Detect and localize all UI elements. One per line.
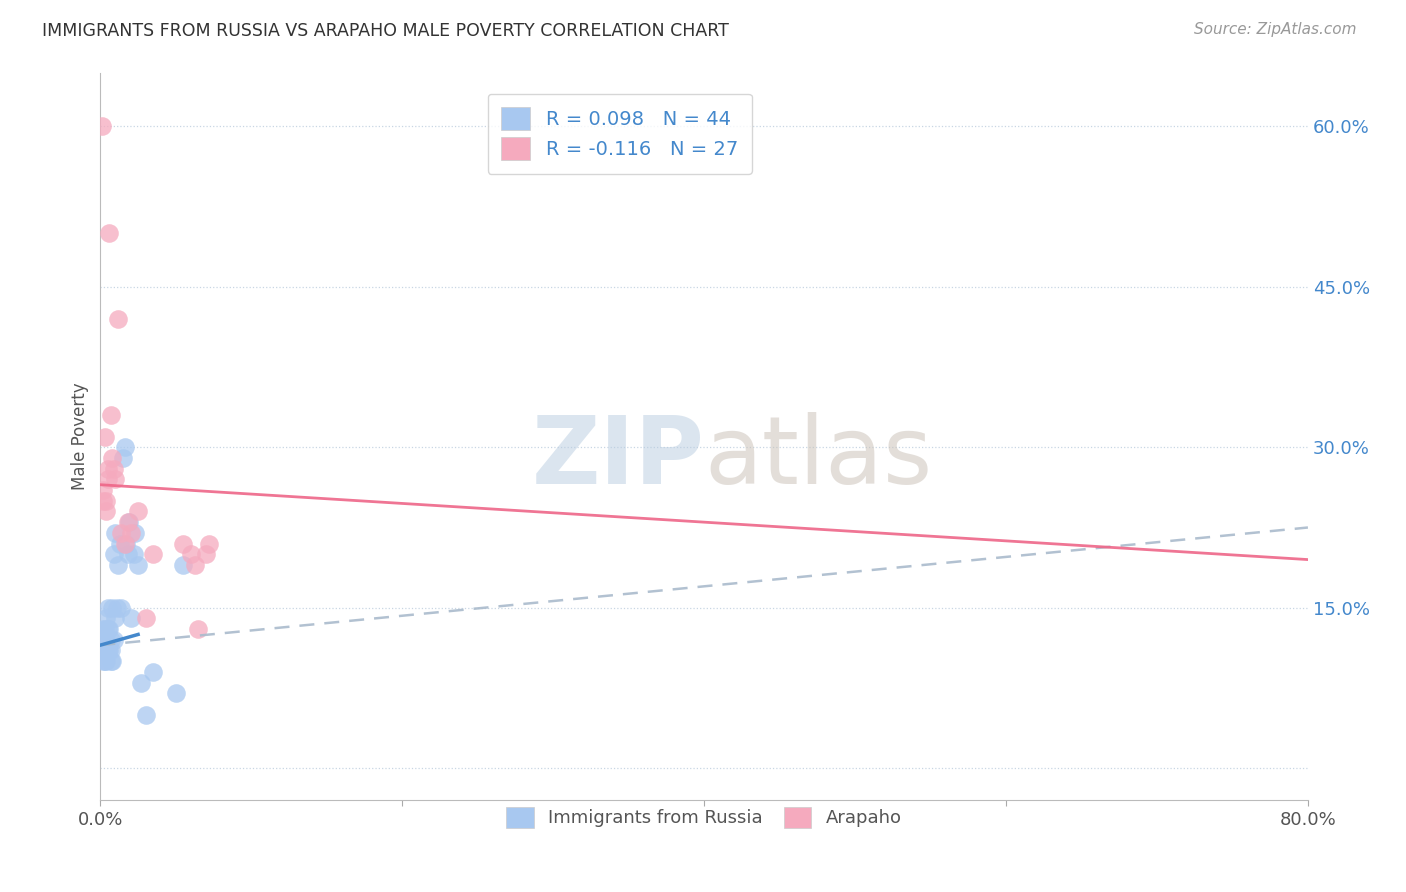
- Text: atlas: atlas: [704, 412, 932, 504]
- Point: [103, 632, 125, 647]
- Point: [124, 525, 146, 540]
- Point: [117, 547, 139, 561]
- Point: [142, 665, 165, 679]
- Point: [198, 536, 221, 550]
- Point: [100, 632, 122, 647]
- Point: [94, 632, 117, 647]
- Point: [120, 525, 142, 540]
- Point: [172, 536, 194, 550]
- Point: [94, 622, 117, 636]
- Point: [195, 547, 218, 561]
- Point: [96, 611, 118, 625]
- Point: [97, 622, 120, 636]
- Point: [97, 600, 120, 615]
- Point: [172, 558, 194, 572]
- Text: ZIP: ZIP: [531, 412, 704, 504]
- Point: [108, 536, 131, 550]
- Point: [103, 461, 125, 475]
- Point: [101, 654, 124, 668]
- Point: [100, 654, 122, 668]
- Point: [98, 643, 121, 657]
- Point: [142, 547, 165, 561]
- Point: [135, 707, 157, 722]
- Point: [110, 525, 132, 540]
- Text: Source: ZipAtlas.com: Source: ZipAtlas.com: [1194, 22, 1357, 37]
- Legend: Immigrants from Russia, Arapaho: Immigrants from Russia, Arapaho: [499, 799, 910, 835]
- Point: [98, 227, 121, 241]
- Point: [127, 558, 149, 572]
- Point: [105, 600, 128, 615]
- Point: [115, 536, 138, 550]
- Point: [100, 643, 122, 657]
- Point: [98, 622, 121, 636]
- Point: [118, 515, 141, 529]
- Point: [93, 654, 115, 668]
- Point: [96, 632, 118, 647]
- Point: [107, 312, 129, 326]
- Point: [100, 408, 122, 422]
- Point: [129, 675, 152, 690]
- Point: [104, 525, 127, 540]
- Point: [93, 493, 115, 508]
- Point: [97, 472, 120, 486]
- Point: [93, 483, 115, 497]
- Point: [135, 611, 157, 625]
- Point: [96, 493, 118, 508]
- Point: [96, 504, 118, 518]
- Point: [110, 600, 132, 615]
- Point: [111, 450, 134, 465]
- Point: [184, 558, 207, 572]
- Point: [101, 450, 124, 465]
- Point: [90, 643, 112, 657]
- Point: [96, 654, 118, 668]
- Point: [104, 611, 127, 625]
- Point: [94, 654, 117, 668]
- Point: [117, 515, 139, 529]
- Point: [187, 622, 209, 636]
- Point: [180, 547, 202, 561]
- Text: IMMIGRANTS FROM RUSSIA VS ARAPAHO MALE POVERTY CORRELATION CHART: IMMIGRANTS FROM RUSSIA VS ARAPAHO MALE P…: [42, 22, 730, 40]
- Point: [103, 547, 125, 561]
- Point: [93, 622, 115, 636]
- Point: [120, 611, 142, 625]
- Point: [90, 632, 112, 647]
- Point: [94, 643, 117, 657]
- Point: [90, 120, 112, 134]
- Y-axis label: Male Poverty: Male Poverty: [72, 383, 89, 491]
- Point: [104, 472, 127, 486]
- Point: [107, 558, 129, 572]
- Point: [114, 536, 136, 550]
- Point: [97, 461, 120, 475]
- Point: [122, 547, 145, 561]
- Point: [127, 504, 149, 518]
- Point: [165, 686, 187, 700]
- Point: [101, 600, 124, 615]
- Point: [97, 643, 120, 657]
- Point: [114, 440, 136, 454]
- Point: [93, 643, 115, 657]
- Point: [94, 429, 117, 443]
